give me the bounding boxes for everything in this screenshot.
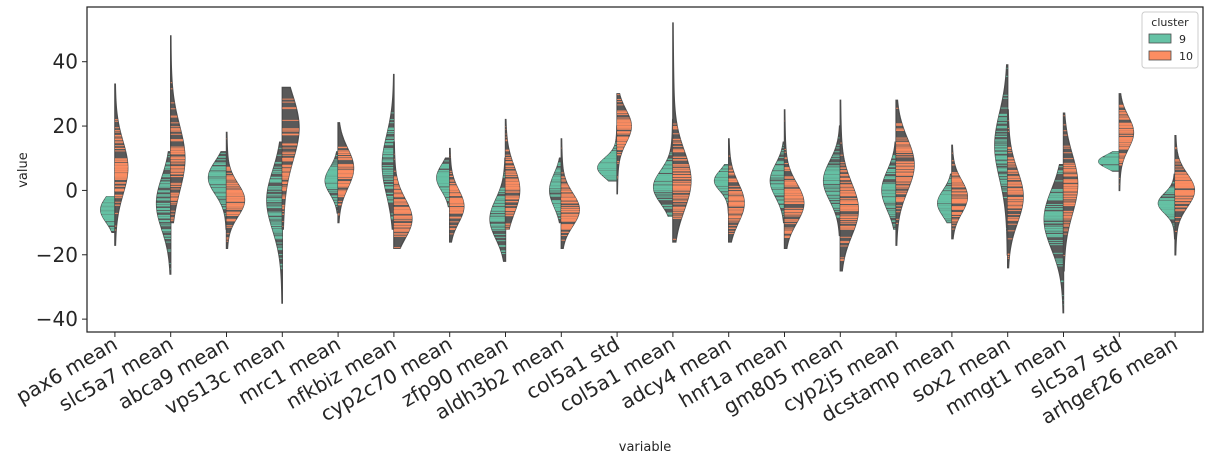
violin-abca9-mean — [207, 131, 246, 250]
observation-sticks-cluster-10 — [561, 147, 580, 241]
violin-pax6-mean — [100, 83, 129, 246]
observation-sticks-cluster-10 — [226, 138, 245, 242]
violin-gm805-mean — [822, 99, 859, 272]
observation-sticks-cluster-10 — [840, 142, 859, 261]
violin-half-cluster-10 — [672, 22, 692, 243]
violin-half-cluster-10 — [728, 138, 745, 243]
observation-sticks-cluster-10 — [1119, 104, 1134, 185]
violin-half-cluster-9 — [1043, 163, 1065, 314]
violin-half-cluster-9 — [713, 163, 730, 214]
observation-sticks-cluster-10 — [282, 98, 299, 227]
legend-swatch-9 — [1148, 33, 1172, 44]
observation-sticks-cluster-9 — [653, 152, 673, 217]
violin-dcstamp-mean — [937, 144, 969, 240]
y-tick-label: −20 — [36, 243, 78, 267]
violin-adcy4-mean — [713, 138, 745, 243]
y-axis-ticks: −40 −20 0 20 40 — [36, 50, 87, 331]
violin-half-cluster-9 — [155, 151, 172, 275]
observation-sticks-cluster-9 — [1044, 166, 1064, 306]
observation-sticks-cluster-9 — [266, 147, 283, 270]
observation-sticks-cluster-10 — [672, 123, 691, 240]
violin-hnf1a-mean — [769, 109, 805, 250]
violin-slc5a7-mean — [155, 35, 186, 275]
observation-sticks-cluster-9 — [881, 141, 897, 230]
violin-cyp2c70-mean — [436, 147, 465, 243]
observation-sticks-cluster-9 — [549, 162, 562, 219]
violin-nfkbiz-mean — [381, 73, 413, 250]
violin-cyp2j5-mean — [881, 99, 915, 246]
observation-sticks-cluster-9 — [714, 164, 729, 210]
observation-sticks-cluster-9 — [156, 153, 171, 270]
violin-half-cluster-10 — [1174, 135, 1196, 256]
observation-sticks-cluster-10 — [728, 155, 745, 234]
observation-sticks-cluster-10 — [951, 152, 968, 230]
violin-layer — [100, 22, 1196, 314]
violin-sox2-mean — [994, 64, 1024, 269]
violin-col5a1-mean — [652, 22, 692, 243]
y-tick-label: 40 — [53, 50, 78, 74]
observation-sticks-cluster-10 — [393, 153, 412, 249]
violin-half-cluster-9 — [822, 125, 841, 237]
observation-sticks-cluster-9 — [770, 144, 785, 222]
observation-sticks-cluster-10 — [449, 154, 464, 235]
violin-mmgt1-mean — [1043, 112, 1079, 314]
y-tick-label: 20 — [53, 114, 78, 138]
observation-sticks-cluster-9 — [100, 196, 115, 231]
observation-sticks-cluster-9 — [490, 160, 506, 254]
legend: cluster 9 10 — [1141, 11, 1199, 69]
observation-sticks-cluster-9 — [1158, 181, 1176, 229]
violin-half-cluster-10 — [895, 99, 915, 246]
observation-sticks-cluster-9 — [994, 67, 1008, 232]
observation-sticks-cluster-10 — [784, 120, 804, 238]
observation-sticks-cluster-9 — [325, 151, 339, 212]
legend-label-9: 9 — [1179, 33, 1186, 46]
plot-frame — [86, 6, 1204, 333]
violin-mrc1-mean — [324, 122, 355, 224]
legend-swatch-10 — [1148, 50, 1172, 61]
observation-sticks-cluster-9 — [436, 160, 450, 206]
observation-sticks-cluster-9 — [597, 131, 618, 181]
observation-sticks-cluster-10 — [505, 126, 520, 230]
y-tick-label: −40 — [36, 307, 78, 331]
violin-zfp90-mean — [489, 118, 521, 262]
violin-vps13c-mean — [266, 86, 300, 304]
legend-title: cluster — [1151, 16, 1189, 29]
violin-slc5a7-std — [1098, 93, 1135, 192]
y-tick-label: 0 — [65, 178, 78, 202]
violin-arhgef26-mean — [1157, 135, 1196, 256]
observation-sticks-cluster-10 — [338, 146, 354, 216]
observation-sticks-cluster-9 — [1098, 151, 1120, 171]
observation-sticks-cluster-9 — [823, 137, 841, 218]
observation-sticks-cluster-10 — [170, 82, 185, 222]
observation-sticks-cluster-10 — [1007, 120, 1024, 259]
observation-sticks-cluster-9 — [937, 175, 952, 223]
x-axis-label: variable — [619, 440, 671, 455]
observation-sticks-cluster-10 — [1063, 115, 1078, 257]
observation-sticks-cluster-10 — [114, 119, 128, 231]
observation-sticks-cluster-9 — [382, 112, 394, 220]
observation-sticks-cluster-10 — [617, 94, 632, 179]
observation-sticks-cluster-9 — [208, 152, 227, 221]
observation-sticks-cluster-10 — [896, 107, 915, 224]
violin-aldh3b2-mean — [549, 138, 580, 250]
violin-col5a1-std — [597, 93, 632, 195]
observation-sticks-cluster-10 — [1175, 147, 1195, 232]
violin-half-cluster-10 — [951, 144, 969, 240]
violin-half-cluster-9 — [994, 64, 1009, 256]
y-axis-label: value — [16, 152, 31, 188]
violin-half-cluster-10 — [1062, 112, 1079, 272]
legend-label-10: 10 — [1179, 50, 1193, 63]
